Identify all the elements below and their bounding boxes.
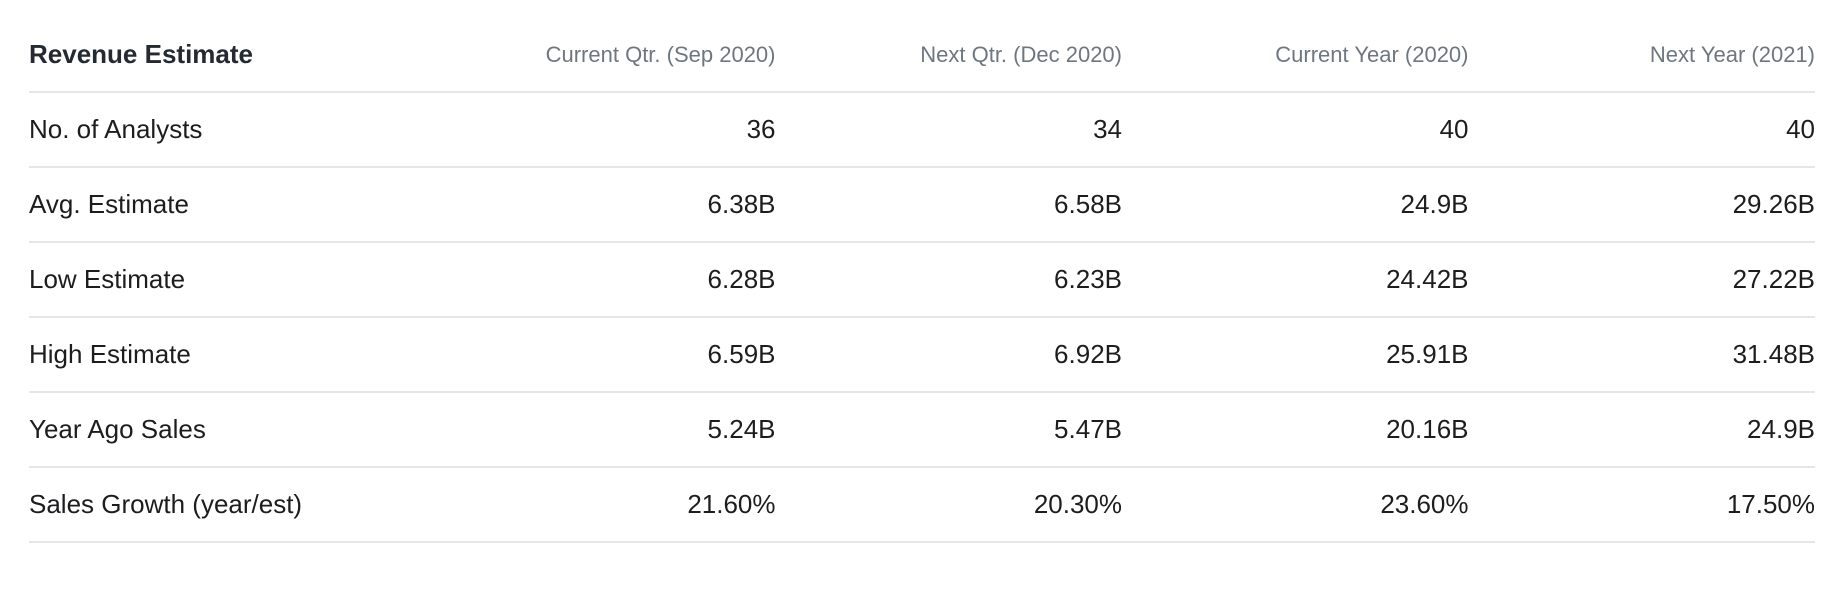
table-cell: 40 bbox=[1122, 92, 1469, 168]
table-cell: 6.58B bbox=[775, 167, 1122, 243]
row-label: High Estimate bbox=[29, 317, 429, 393]
revenue-estimate-table: Revenue Estimate Current Qtr. (Sep 2020)… bbox=[29, 18, 1815, 543]
row-label: Low Estimate bbox=[29, 242, 429, 318]
table-cell: 36 bbox=[429, 92, 776, 168]
row-label: Sales Growth (year/est) bbox=[29, 467, 429, 543]
table-cell: 27.22B bbox=[1468, 242, 1815, 318]
table-row: High Estimate 6.59B 6.92B 25.91B 31.48B bbox=[29, 317, 1815, 393]
column-header-next-year: Next Year (2021) bbox=[1468, 18, 1815, 93]
table-cell: 17.50% bbox=[1468, 467, 1815, 543]
table-cell: 25.91B bbox=[1122, 317, 1469, 393]
header-row: Revenue Estimate Current Qtr. (Sep 2020)… bbox=[29, 18, 1815, 93]
table-cell: 40 bbox=[1468, 92, 1815, 168]
table-cell: 34 bbox=[775, 92, 1122, 168]
table-cell: 24.9B bbox=[1122, 167, 1469, 243]
table-header: Revenue Estimate Current Qtr. (Sep 2020)… bbox=[29, 18, 1815, 93]
table-cell: 20.30% bbox=[775, 467, 1122, 543]
row-label: No. of Analysts bbox=[29, 92, 429, 168]
table-body: No. of Analysts 36 34 40 40 Avg. Estimat… bbox=[29, 92, 1815, 543]
table-cell: 29.26B bbox=[1468, 167, 1815, 243]
table-row: Low Estimate 6.28B 6.23B 24.42B 27.22B bbox=[29, 242, 1815, 318]
table-cell: 24.9B bbox=[1468, 392, 1815, 468]
table-cell: 6.38B bbox=[429, 167, 776, 243]
table-cell: 21.60% bbox=[429, 467, 776, 543]
table-row: Year Ago Sales 5.24B 5.47B 20.16B 24.9B bbox=[29, 392, 1815, 468]
table-row: No. of Analysts 36 34 40 40 bbox=[29, 92, 1815, 168]
column-header-current-year: Current Year (2020) bbox=[1122, 18, 1469, 93]
table-cell: 24.42B bbox=[1122, 242, 1469, 318]
table-cell: 5.24B bbox=[429, 392, 776, 468]
table-cell: 6.59B bbox=[429, 317, 776, 393]
table-cell: 6.28B bbox=[429, 242, 776, 318]
table-cell: 6.23B bbox=[775, 242, 1122, 318]
row-label: Avg. Estimate bbox=[29, 167, 429, 243]
column-header-current-qtr: Current Qtr. (Sep 2020) bbox=[429, 18, 776, 93]
table-cell: 23.60% bbox=[1122, 467, 1469, 543]
table-row: Sales Growth (year/est) 21.60% 20.30% 23… bbox=[29, 467, 1815, 543]
row-label: Year Ago Sales bbox=[29, 392, 429, 468]
table-cell: 20.16B bbox=[1122, 392, 1469, 468]
column-header-next-qtr: Next Qtr. (Dec 2020) bbox=[775, 18, 1122, 93]
table-cell: 5.47B bbox=[775, 392, 1122, 468]
table-cell: 6.92B bbox=[775, 317, 1122, 393]
table-title: Revenue Estimate bbox=[29, 18, 429, 93]
table-cell: 31.48B bbox=[1468, 317, 1815, 393]
table-row: Avg. Estimate 6.38B 6.58B 24.9B 29.26B bbox=[29, 167, 1815, 243]
